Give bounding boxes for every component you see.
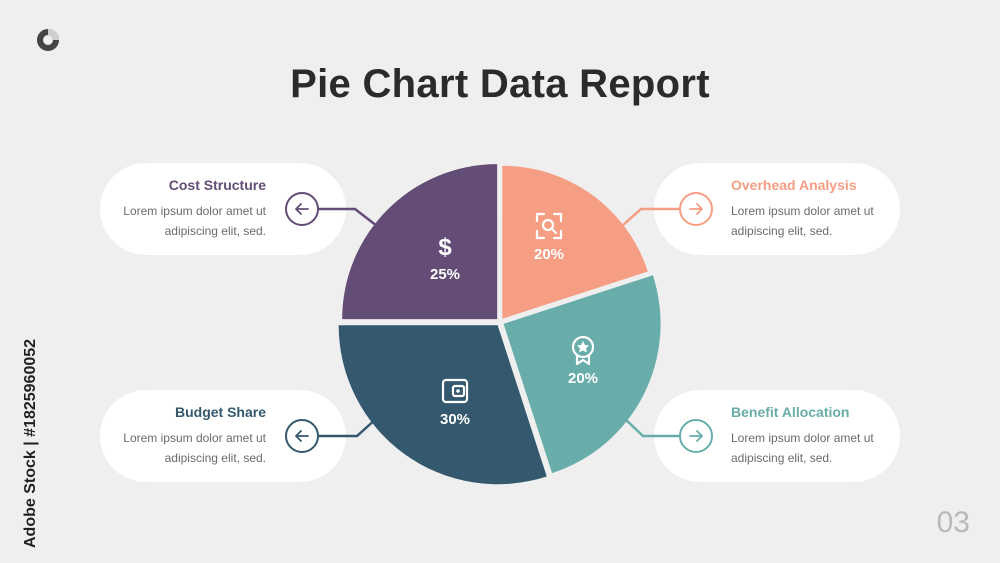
card-benefit-allocation: Benefit Allocation Lorem ipsum dolor ame… bbox=[654, 390, 900, 482]
pie-slice-label: 30% bbox=[440, 411, 470, 428]
wallet-icon bbox=[441, 378, 469, 404]
pie-slice-label: 20% bbox=[534, 246, 564, 263]
card-cost-structure: Cost Structure Lorem ipsum dolor amet ut… bbox=[100, 163, 346, 255]
card-line-2: adipiscing elit, sed. bbox=[731, 224, 833, 238]
svg-text:$: $ bbox=[438, 234, 452, 261]
card-title: Budget Share bbox=[174, 404, 266, 420]
page-title: Pie Chart Data Report bbox=[290, 62, 710, 106]
pie-slice-overhead-analysis bbox=[502, 165, 648, 319]
pie-slice-label: 20% bbox=[568, 370, 598, 387]
card-budget-share: Budget Share Lorem ipsum dolor amet ut a… bbox=[100, 390, 346, 482]
logo-icon bbox=[37, 29, 59, 51]
pie-slice-cost-structure bbox=[342, 164, 498, 320]
pie-slice-benefit-allocation bbox=[503, 275, 661, 474]
card-title: Benefit Allocation bbox=[731, 404, 850, 420]
search-icon bbox=[535, 212, 563, 240]
card-line-2: adipiscing elit, sed. bbox=[731, 451, 833, 465]
pie-slice-budget-share bbox=[338, 325, 547, 485]
card-line-1: Lorem ipsum dolor amet ut bbox=[731, 204, 874, 218]
pie-slice-label: 25% bbox=[430, 266, 460, 283]
card-line-2: adipiscing elit, sed. bbox=[164, 224, 266, 238]
card-title: Overhead Analysis bbox=[731, 177, 857, 193]
card-line-1: Lorem ipsum dolor amet ut bbox=[123, 204, 266, 218]
card-line-1: Lorem ipsum dolor amet ut bbox=[123, 431, 266, 445]
card-overhead-analysis: Overhead Analysis Lorem ipsum dolor amet… bbox=[654, 163, 900, 255]
card-line-2: adipiscing elit, sed. bbox=[164, 451, 266, 465]
card-line-1: Lorem ipsum dolor amet ut bbox=[731, 431, 874, 445]
card-title: Cost Structure bbox=[168, 177, 266, 193]
dollar-icon: $ bbox=[438, 234, 452, 261]
side-watermark-text: Adobe Stock | #1825960052 bbox=[22, 338, 39, 548]
page-number: 03 bbox=[936, 506, 970, 539]
award-icon bbox=[571, 335, 595, 366]
